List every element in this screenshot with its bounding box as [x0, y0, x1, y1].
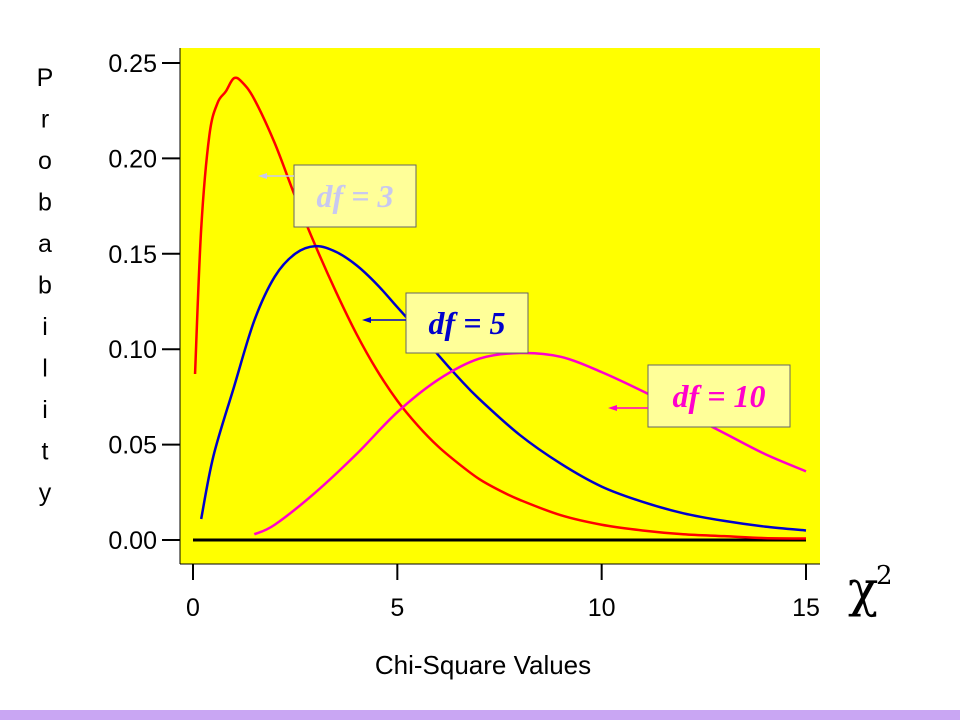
legend-item-2: df = 5: [362, 292, 529, 354]
legend: df = 3 df = 5 df = 10: [258, 164, 791, 428]
legend-arrowhead: [362, 317, 371, 323]
y-axis-label-letter: i: [42, 396, 48, 424]
y-axis-label-letter: y: [39, 479, 52, 507]
x-axis-label: Chi-Square Values: [375, 650, 591, 680]
y-tick-label: 0.00: [108, 527, 157, 555]
y-tick-label: 0.10: [108, 336, 157, 364]
y-axis-label-letter: b: [38, 189, 52, 217]
y-axis-label-letter: t: [42, 438, 49, 466]
x-ticks: 0 5 10 15: [186, 564, 820, 622]
y-axis-label-letter: l: [42, 355, 48, 383]
legend-item-3: df = 10: [608, 364, 791, 428]
y-axis-label-letter: b: [38, 272, 52, 300]
chi-symbol: χ: [848, 560, 878, 618]
y-axis-label-letter: a: [38, 230, 52, 258]
y-axis-label-letter: i: [42, 313, 48, 341]
legend-label: df = 10: [673, 378, 766, 414]
legend-box: [405, 292, 529, 354]
x-tick-label: 5: [390, 594, 404, 622]
legend-box: [647, 364, 791, 428]
y-tick-label: 0.05: [108, 432, 157, 460]
series-line-1: [193, 76, 807, 540]
y-tick-label: 0.20: [108, 145, 157, 173]
chi-superscript: 2: [876, 561, 893, 591]
legend-item-1: df = 3: [258, 164, 417, 228]
x-tick-label: 10: [588, 594, 616, 622]
legend-label: df = 3: [317, 178, 394, 214]
x-tick-label: 15: [792, 594, 820, 622]
legend-label: df = 5: [429, 305, 506, 341]
y-axis-label-letter: o: [38, 147, 52, 175]
y-axis-label-letter: P: [37, 64, 54, 92]
legend-box: [293, 164, 417, 228]
x-tick-label: 0: [186, 594, 200, 622]
y-tick-label: 0.15: [108, 241, 157, 269]
legend-arrowhead: [258, 173, 267, 179]
legend-arrowhead: [608, 405, 617, 411]
y-axis-label-letter: r: [41, 106, 49, 134]
y-tick-label: 0.25: [108, 50, 157, 78]
y-ticks: 0.00 0.05 0.10 0.15 0.20 0.25: [108, 50, 180, 555]
footer-bar: [0, 710, 960, 720]
